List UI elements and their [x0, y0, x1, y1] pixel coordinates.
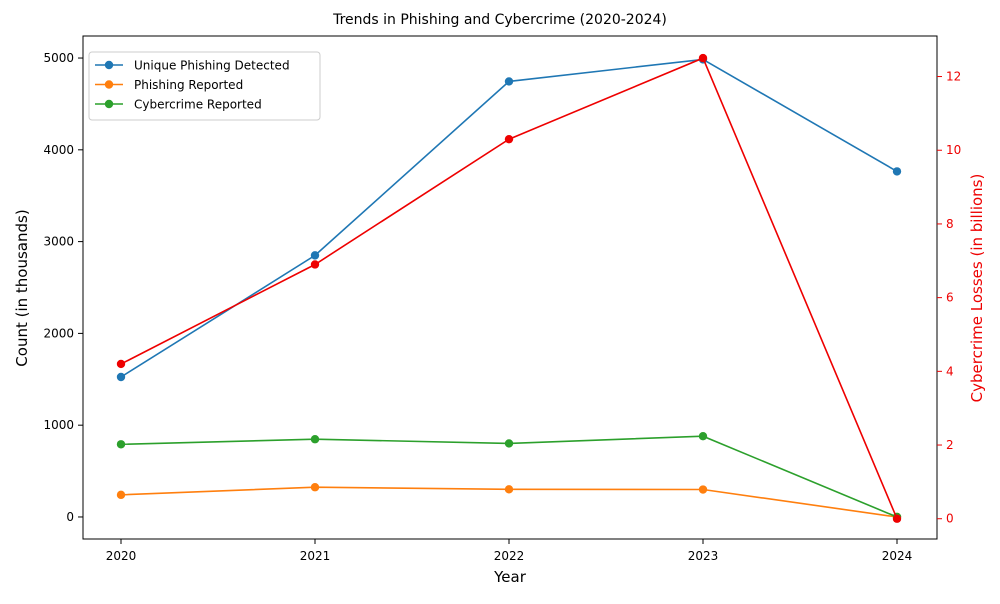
x-axis: 2020 2021 2022 2023 2024: [106, 539, 913, 563]
y2-tick-label: 0: [946, 512, 954, 526]
y-tick-label: 1000: [43, 418, 74, 432]
y2-tick-label: 4: [946, 364, 954, 378]
x-tick-label: 2022: [494, 549, 525, 563]
legend-marker-1: [104, 80, 114, 89]
legend-marker-0: [104, 60, 114, 70]
legend: Unique Phishing Detected Phishing Reporte…: [88, 51, 321, 121]
y-tick-label: 5000: [43, 51, 74, 65]
series-line-2: [120, 435, 898, 518]
series-point-0: [116, 372, 126, 382]
x-tick-label: 2023: [688, 549, 719, 563]
y2-tick-label: 6: [946, 291, 954, 305]
y-tick-label: 3000: [43, 235, 74, 249]
series-point-0: [504, 77, 514, 86]
series-point-1: [310, 483, 320, 492]
y2-tick-label: 8: [946, 217, 954, 231]
x-tick-label: 2024: [882, 549, 913, 563]
legend-label-0: Unique Phishing Detected: [134, 59, 290, 73]
y-tick-label: 0: [66, 510, 74, 524]
x-axis-label: Year: [493, 568, 527, 586]
y2-axis-label: Cybercrime Losses (in billions): [968, 174, 986, 403]
plot-frame: [82, 35, 938, 540]
series-point-2: [504, 439, 514, 448]
series-line-3: [120, 57, 898, 520]
legend-box: [88, 51, 321, 121]
chart-title: Trends in Phishing and Cybercrime (2020-…: [332, 12, 667, 28]
series-point-1: [698, 485, 708, 494]
series-point-0: [892, 167, 902, 176]
y2-tick-label: 10: [946, 143, 961, 157]
series-point-3: [116, 359, 126, 369]
legend-label-1: Phishing Reported: [134, 78, 243, 92]
series-point-1: [116, 490, 126, 500]
y-tick-label: 2000: [43, 326, 74, 340]
y-axis-label: Count (in thousands): [13, 209, 31, 366]
series-point-3: [698, 53, 708, 63]
legend-label-2: Cybercrime Reported: [134, 98, 262, 112]
series-point-2: [116, 440, 126, 449]
y-axis-right: 0 2 4 6 8 10 12: [937, 70, 961, 526]
series-point-2: [698, 431, 708, 441]
series-point-0: [310, 251, 320, 260]
series-point-3: [310, 260, 320, 269]
series-point-3: [504, 134, 514, 144]
series-point-3: [892, 514, 902, 523]
x-tick-label: 2020: [106, 549, 137, 563]
plot-area: [82, 35, 938, 540]
y2-tick-label: 2: [946, 438, 954, 452]
series-layer: [116, 53, 902, 523]
series-point-2: [310, 435, 320, 444]
y2-tick-label: 12: [946, 70, 961, 84]
legend-marker-2: [104, 99, 114, 109]
x-tick-label: 2021: [300, 549, 331, 563]
y-axis-left: 0 1000 2000 3000 4000 5000: [43, 51, 83, 524]
series-point-1: [504, 485, 514, 494]
y-tick-label: 4000: [43, 143, 74, 157]
